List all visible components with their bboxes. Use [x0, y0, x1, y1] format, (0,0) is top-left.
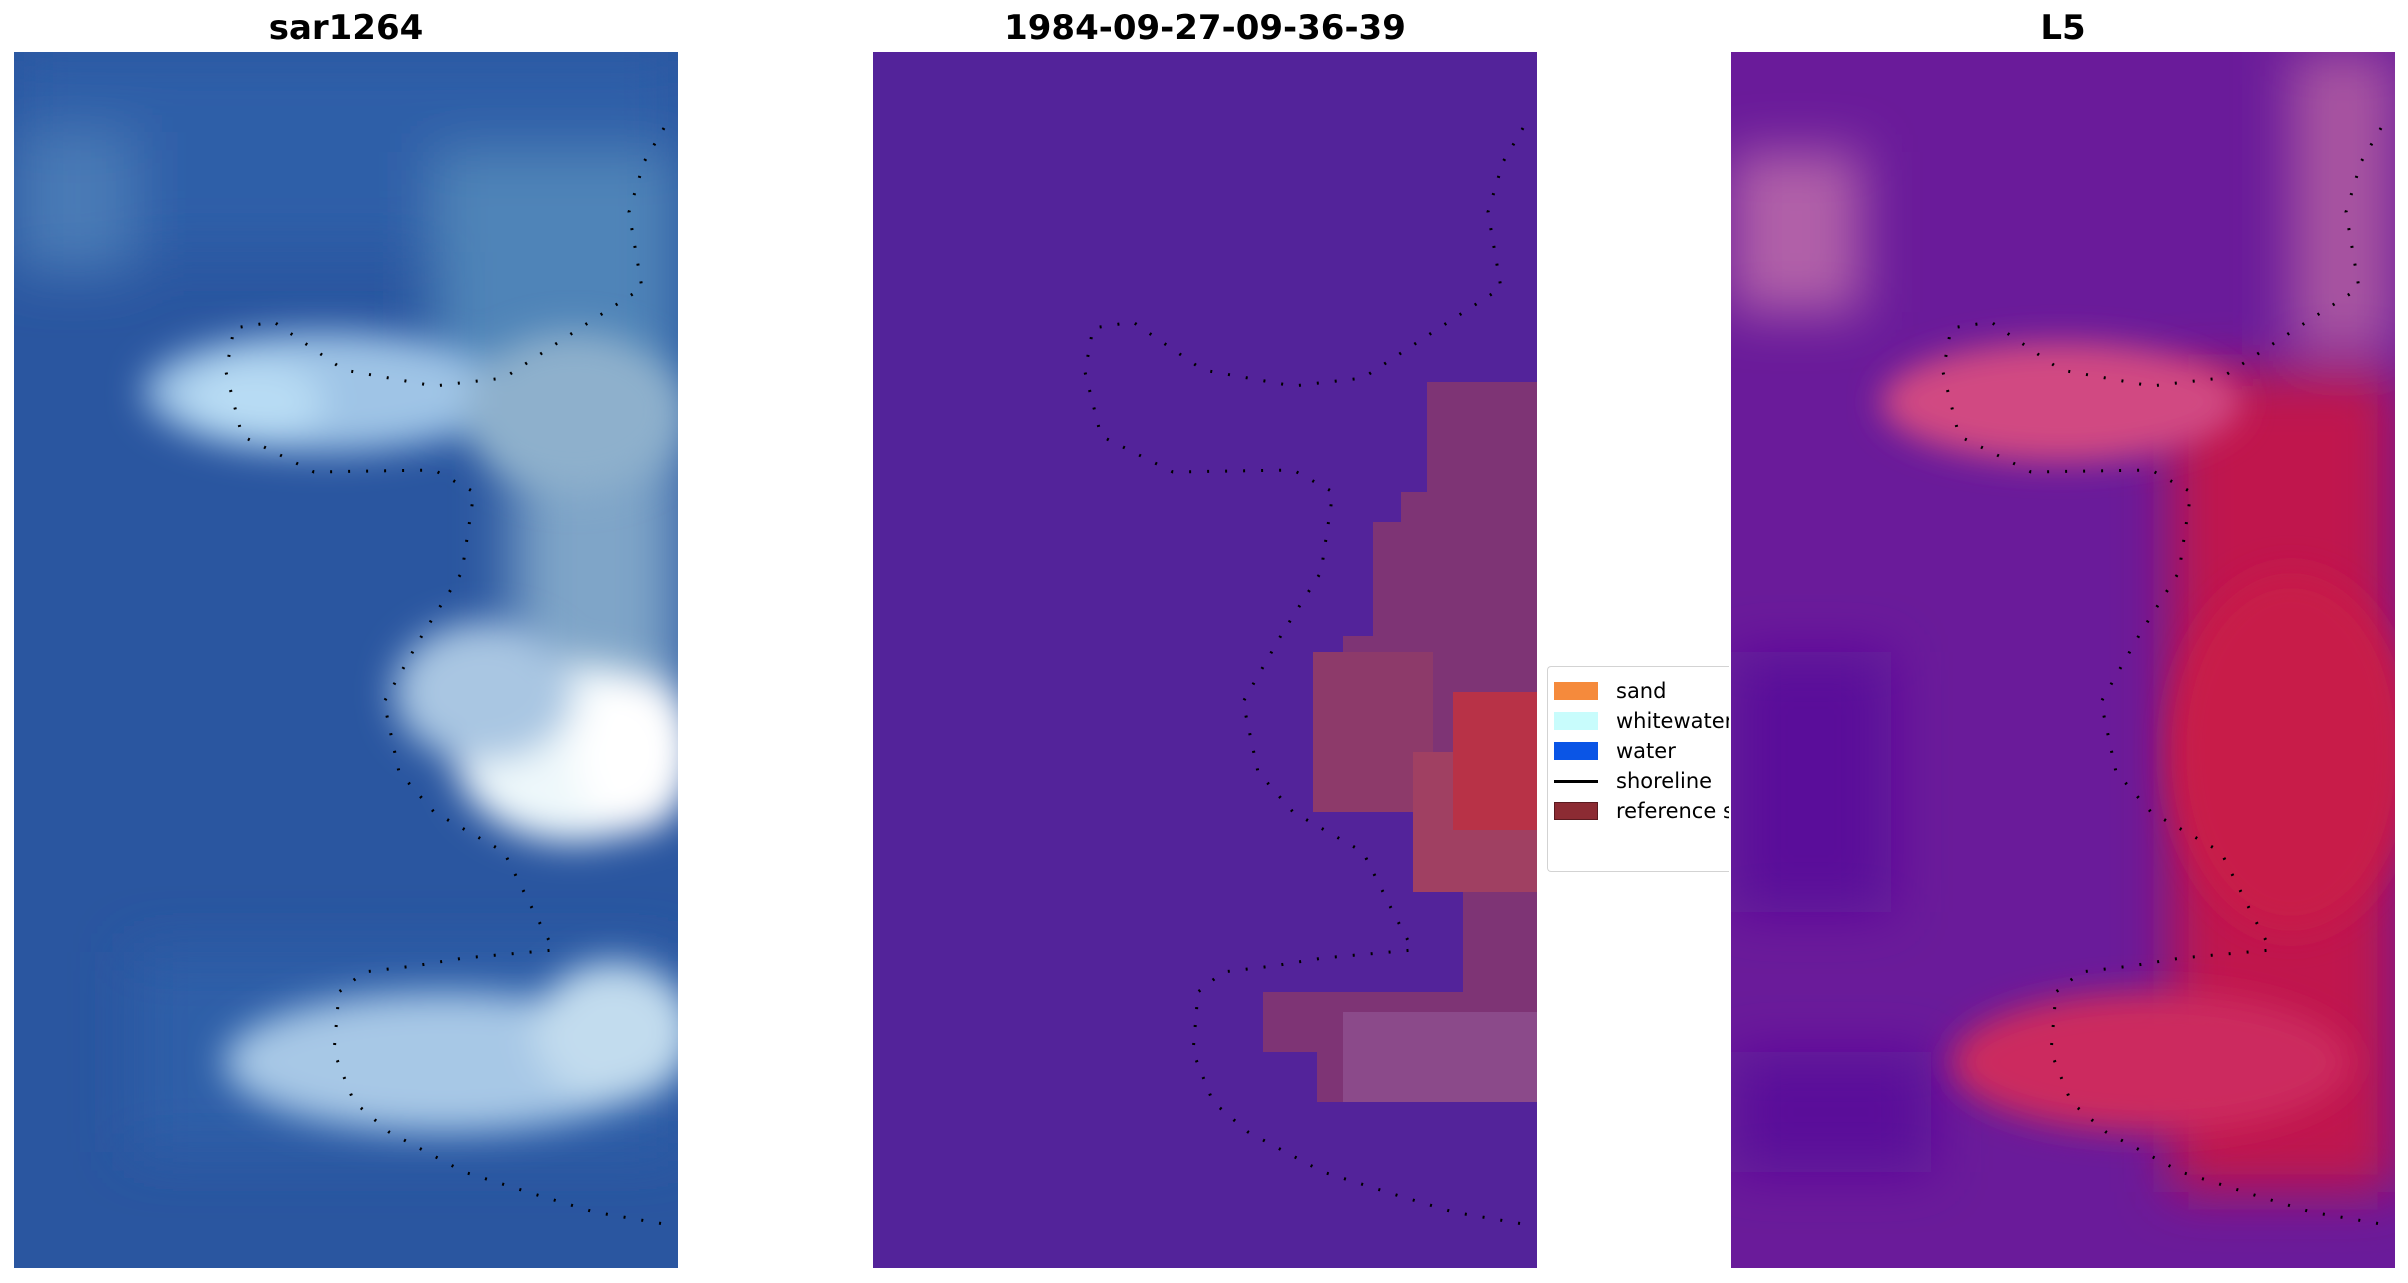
- legend: sand whitewater water shoreline referenc…: [1547, 666, 1729, 872]
- legend-swatch-water: [1554, 742, 1598, 760]
- panel-title-rgb: sar1264: [268, 8, 424, 48]
- legend-line-shoreline: [1554, 779, 1598, 783]
- legend-label: whitewater: [1616, 709, 1729, 733]
- rgb-image-panel: [14, 52, 678, 1268]
- legend-label: sand: [1616, 679, 1667, 703]
- legend-swatch-whitewater: [1554, 712, 1598, 730]
- legend-item-reference: reference s: [1554, 796, 1729, 826]
- legend-swatch-reference: [1554, 802, 1598, 820]
- legend-label: reference s: [1616, 799, 1729, 823]
- legend-item-water: water: [1554, 736, 1676, 766]
- legend-swatch-sand: [1554, 682, 1598, 700]
- index-image-panel: [1731, 52, 2395, 1268]
- legend-item-whitewater: whitewater: [1554, 706, 1729, 736]
- panel-title-index: L5: [2040, 8, 2086, 48]
- legend-item-sand: sand: [1554, 676, 1666, 706]
- legend-label: water: [1616, 739, 1676, 763]
- panel-title-classified: 1984-09-27-09-36-39: [1004, 8, 1406, 48]
- legend-label: shoreline: [1616, 769, 1713, 793]
- classified-image-panel: [873, 52, 1537, 1268]
- legend-item-shoreline: shoreline: [1554, 766, 1712, 796]
